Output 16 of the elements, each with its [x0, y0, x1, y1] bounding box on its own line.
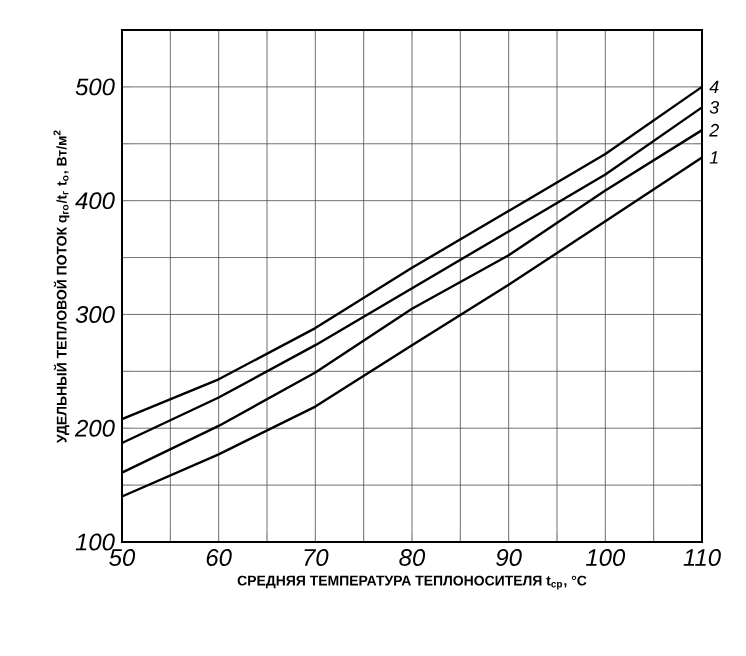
y-tick-label: 200 [74, 419, 115, 437]
series-label: 1 [709, 151, 718, 164]
x-tick-label: 80 [399, 549, 426, 566]
series-label: 4 [709, 80, 719, 94]
x-tick-label: 50 [109, 549, 136, 566]
x-tick-label: 110 [683, 549, 721, 566]
x-tick-label: 90 [496, 549, 522, 566]
x-tick-label: 70 [304, 549, 329, 566]
y-tick-label: 100 [75, 533, 115, 551]
y-tick-label: 500 [75, 78, 115, 96]
x-tick-label: 100 [586, 549, 626, 566]
series-label: 2 [709, 123, 719, 137]
series-label: 3 [709, 101, 719, 114]
y-tick-label: 400 [75, 192, 115, 210]
y-tick-label: 300 [75, 305, 115, 323]
x-tick-label: 60 [206, 549, 232, 566]
